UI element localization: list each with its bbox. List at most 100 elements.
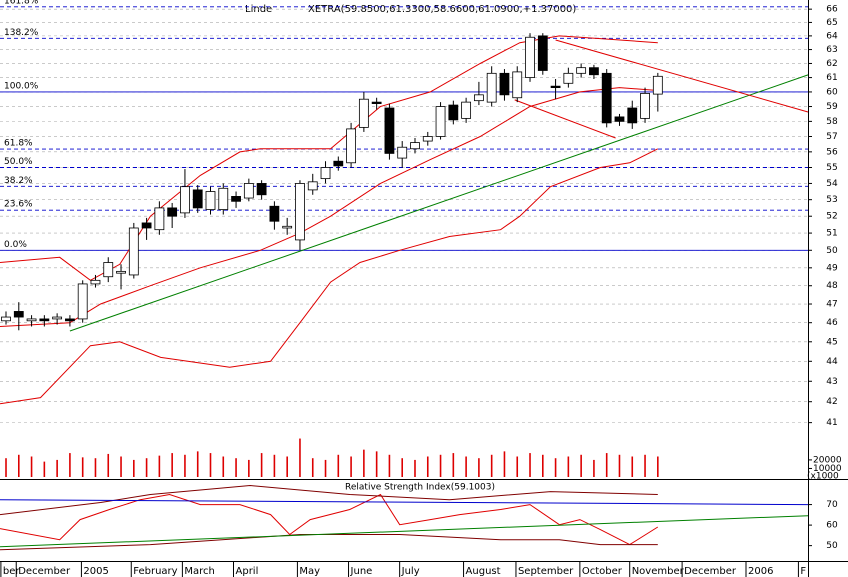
- y-tick-label: 55: [826, 163, 837, 173]
- candle-body: [128, 227, 139, 276]
- candle-body: [614, 116, 625, 122]
- candle-body: [563, 72, 574, 84]
- x-tick-label: July: [401, 566, 420, 577]
- x-tick-label: 2005: [83, 566, 108, 577]
- y-tick-label: 60: [826, 87, 838, 97]
- x-tick-label: May: [299, 566, 320, 577]
- x-tick-label: February: [133, 566, 177, 577]
- y-tick-label: 50: [826, 541, 838, 551]
- rsi-line: [0, 515, 809, 548]
- y-tick-label: 49: [826, 263, 838, 273]
- rsi-line: [0, 484, 658, 516]
- unit-label: (x1000: [807, 472, 839, 482]
- chart-subtitle: XETRA(59.8500,61.3300,58.6600,61.0900,+1…: [308, 4, 576, 15]
- y-tick-label: 56: [826, 147, 838, 157]
- candle-body: [448, 104, 459, 121]
- candle-body: [410, 142, 420, 150]
- candle-body: [231, 196, 241, 202]
- x-tick-label: April: [236, 566, 259, 577]
- y-tick-label: 59: [826, 102, 838, 112]
- overlay-line: [514, 99, 616, 139]
- candle-body: [295, 183, 305, 241]
- candle-body: [103, 262, 114, 278]
- candle-body: [371, 101, 382, 104]
- candle-body: [486, 72, 497, 103]
- candle-body: [652, 75, 663, 95]
- overlay-line: [555, 39, 809, 113]
- candle-body: [640, 92, 650, 119]
- panel-title: Relative Strength Index(59.1003): [345, 483, 495, 493]
- rsi-line: [0, 534, 658, 551]
- candle-body: [52, 316, 63, 320]
- y-tick-label: 60: [826, 521, 838, 531]
- candle-body: [397, 146, 408, 159]
- chart-title: Linde: [245, 4, 272, 15]
- candle-body: [346, 128, 356, 164]
- y-tick-label: 44: [826, 357, 838, 367]
- y-tick-label: 70: [826, 500, 838, 510]
- y-tick-label: 64: [826, 31, 838, 41]
- candle-body: [167, 207, 178, 217]
- y-tick-label: 43: [826, 377, 837, 387]
- candle-body: [358, 98, 369, 128]
- candle-body: [320, 167, 331, 180]
- candle-body: [1, 316, 11, 322]
- candle-body: [26, 318, 37, 322]
- y-tick-label: 42: [826, 397, 837, 407]
- candle-body: [154, 207, 165, 231]
- x-tick-label: F: [800, 566, 806, 577]
- candle-body: [537, 35, 548, 71]
- y-tick-label: 52: [826, 212, 837, 222]
- y-tick-label: 62: [826, 59, 837, 69]
- candle-body: [141, 222, 152, 229]
- rsi-line: [0, 499, 809, 506]
- fib-label: 138.2%: [4, 28, 39, 38]
- x-tick-label: June: [350, 566, 373, 577]
- candle-body: [77, 283, 88, 320]
- x-tick-label: March: [184, 566, 214, 577]
- y-tick-label: 20000: [813, 455, 842, 465]
- rsi-line: [0, 493, 659, 546]
- candle-body: [512, 71, 523, 99]
- y-tick-label: 51: [826, 229, 837, 239]
- candle-body: [589, 67, 599, 76]
- candle-body: [499, 72, 510, 96]
- x-tick-label: 2006: [748, 566, 773, 577]
- candle-body: [550, 85, 561, 89]
- candle-body: [90, 279, 101, 285]
- y-tick-label: 41: [826, 418, 837, 428]
- y-tick-label: 61: [826, 73, 837, 83]
- candle-body: [627, 107, 638, 124]
- fib-label: 61.8%: [4, 139, 33, 149]
- fib-label: 38.2%: [4, 176, 33, 186]
- y-tick-label: 47: [826, 300, 837, 310]
- fib-label: 0.0%: [4, 240, 27, 250]
- fib-label: 23.6%: [4, 200, 33, 210]
- candle-body: [307, 181, 318, 191]
- y-tick-label: 48: [826, 281, 838, 291]
- y-tick-label: 53: [826, 195, 837, 205]
- y-tick-label: 66: [826, 5, 838, 15]
- candle-body: [576, 67, 587, 74]
- x-tick-label: December: [18, 566, 71, 577]
- candle-body: [461, 101, 472, 119]
- y-tick-label: 46: [826, 318, 838, 328]
- candle-body: [473, 94, 484, 102]
- x-tick-label: August: [466, 566, 501, 577]
- y-tick-label: 10000: [813, 464, 842, 474]
- x-tick-label: December: [684, 566, 737, 577]
- fib-label: 161.8%: [4, 0, 39, 6]
- candle-body: [65, 318, 75, 322]
- candle-body: [422, 136, 433, 142]
- candle-body: [39, 318, 50, 322]
- y-tick-label: 57: [826, 132, 837, 142]
- candle-body: [180, 186, 190, 214]
- candle-body: [218, 187, 229, 210]
- candle-body: [601, 72, 612, 124]
- x-tick-label: November: [632, 566, 685, 577]
- candle-body: [192, 189, 203, 209]
- candle-body: [269, 205, 280, 222]
- y-tick-label: 50: [826, 246, 838, 256]
